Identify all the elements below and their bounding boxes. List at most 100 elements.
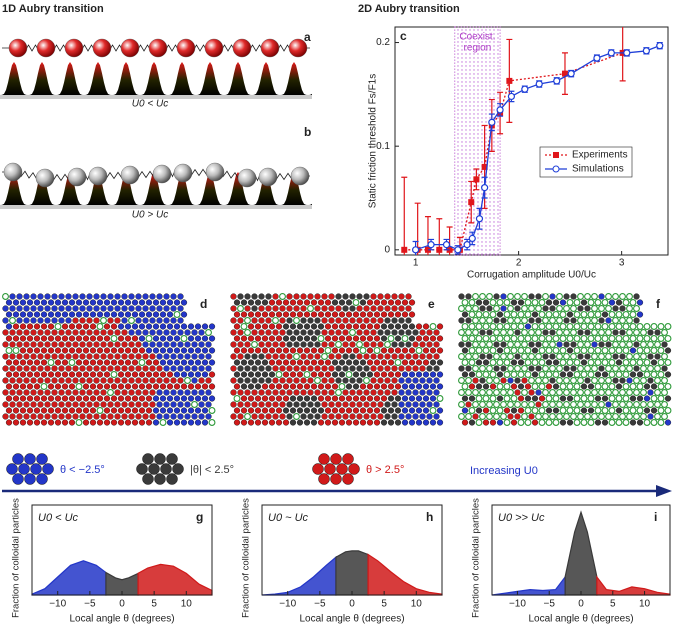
particle <box>180 371 188 378</box>
particle <box>514 401 521 408</box>
particle <box>124 407 132 414</box>
particle <box>496 323 504 330</box>
particle <box>636 419 644 426</box>
particle <box>296 419 304 426</box>
particle <box>342 341 349 348</box>
particle <box>552 383 560 390</box>
particle <box>75 407 83 414</box>
particle <box>251 389 258 396</box>
particle <box>23 341 30 348</box>
particle <box>398 389 405 396</box>
particle <box>552 347 560 354</box>
particle <box>86 353 93 360</box>
particle <box>307 305 314 312</box>
particle <box>636 371 644 378</box>
particle <box>601 407 609 414</box>
particle <box>240 419 248 426</box>
particle <box>647 329 654 336</box>
potential <box>0 172 312 205</box>
particle <box>415 347 423 354</box>
particle <box>394 299 402 306</box>
particle <box>258 167 278 187</box>
particle <box>156 365 163 372</box>
particle <box>110 311 118 318</box>
particle <box>86 329 93 336</box>
particle <box>486 329 493 336</box>
particle <box>293 401 300 408</box>
particle <box>89 311 97 318</box>
particle <box>405 329 412 336</box>
particle <box>261 359 269 366</box>
particle <box>545 383 553 390</box>
particle <box>86 389 93 396</box>
marker <box>561 70 568 77</box>
y-axis-label: Fraction of colloidal particles <box>11 498 22 618</box>
particle <box>58 413 65 420</box>
particle <box>507 401 514 408</box>
particle <box>394 359 402 366</box>
particle <box>622 419 630 426</box>
particle <box>387 323 395 330</box>
particle <box>131 371 139 378</box>
particle <box>314 293 321 300</box>
particle <box>608 419 616 426</box>
particle <box>493 413 500 420</box>
particle <box>419 353 426 360</box>
particle <box>482 335 490 342</box>
particle <box>563 353 570 360</box>
particle <box>405 293 412 300</box>
particle <box>61 323 69 330</box>
potential <box>0 62 312 95</box>
particle <box>538 383 546 390</box>
particle <box>468 383 476 390</box>
particle <box>117 383 125 390</box>
particle <box>566 383 574 390</box>
particle <box>47 407 55 414</box>
legend-swatch <box>12 473 24 485</box>
particle <box>356 341 363 348</box>
particle <box>156 389 163 396</box>
particle <box>286 401 293 408</box>
particle <box>26 383 34 390</box>
particle <box>643 323 651 330</box>
particle <box>16 377 23 384</box>
particle <box>394 347 402 354</box>
particle <box>145 323 153 330</box>
particle <box>279 305 286 312</box>
particle <box>79 389 86 396</box>
particle <box>289 323 297 330</box>
condition-label: U0 >> Uc <box>498 512 545 524</box>
legend-swatch <box>348 463 360 475</box>
particle <box>661 377 668 384</box>
particle <box>310 323 318 330</box>
particle <box>338 323 346 330</box>
particle <box>142 317 149 324</box>
particle <box>103 419 111 426</box>
particle <box>363 389 370 396</box>
particle <box>9 365 16 372</box>
distribution-area <box>596 575 671 596</box>
particle <box>552 323 560 330</box>
particle <box>384 413 391 420</box>
particle <box>661 413 668 420</box>
particle <box>524 311 532 318</box>
particle <box>100 377 107 384</box>
particle <box>577 329 584 336</box>
particle <box>514 389 521 396</box>
particle <box>475 323 483 330</box>
particle <box>626 365 633 372</box>
particle <box>173 407 181 414</box>
particle <box>180 407 188 414</box>
particle <box>591 389 598 396</box>
particle <box>468 311 476 318</box>
particle <box>44 401 51 408</box>
particle <box>110 371 118 378</box>
x-tick-label: 0 <box>578 599 584 610</box>
particle <box>159 383 167 390</box>
particle <box>173 335 181 342</box>
particle <box>612 413 619 420</box>
condition-label: U0 > Uc <box>132 210 168 221</box>
particle <box>643 335 651 342</box>
particle <box>538 323 546 330</box>
particle <box>535 293 542 300</box>
